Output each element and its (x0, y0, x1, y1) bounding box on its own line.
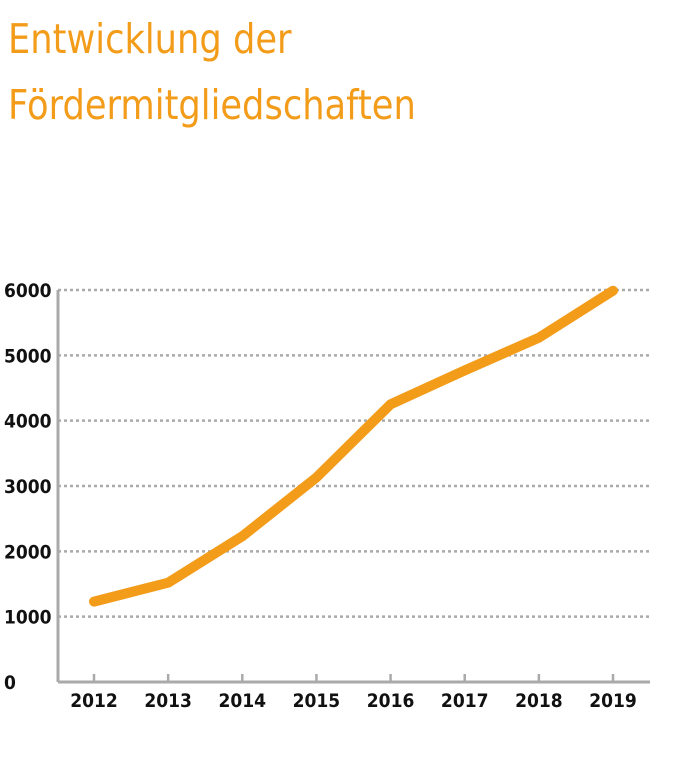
chart-title-line-2: Fördermitgliedschaften (8, 81, 416, 129)
x-tick-label: 2018 (515, 690, 563, 712)
y-tick-label: 4000 (4, 411, 52, 433)
x-tick-label: 2016 (367, 690, 415, 712)
series-line (89, 285, 618, 607)
y-tick-label: 1000 (4, 607, 52, 629)
x-axis-labels: 2012 2013 2014 2015 2016 2017 2018 2019 (70, 690, 637, 712)
x-tick-label: 2014 (218, 690, 266, 712)
y-tick-label: 2000 (4, 541, 52, 563)
gridlines (58, 288, 650, 618)
chart-title: Entwicklung der Fördermitgliedschaften (8, 6, 576, 138)
x-tick-label: 2012 (70, 690, 118, 712)
series (89, 285, 618, 607)
chart-title-line-1: Entwicklung der (8, 15, 292, 63)
x-axis (56, 290, 650, 684)
y-tick-label: 5000 (4, 345, 52, 367)
y-axis-labels: 0 1000 2000 3000 4000 5000 6000 (4, 280, 52, 694)
x-tick-label: 2019 (589, 690, 637, 712)
x-tick-label: 2013 (144, 690, 192, 712)
x-tick-label: 2015 (293, 690, 341, 712)
x-tick-label: 2017 (441, 690, 489, 712)
y-tick-label: 0 (4, 672, 16, 694)
y-tick-label: 6000 (4, 280, 52, 302)
y-tick-label: 3000 (4, 476, 52, 498)
